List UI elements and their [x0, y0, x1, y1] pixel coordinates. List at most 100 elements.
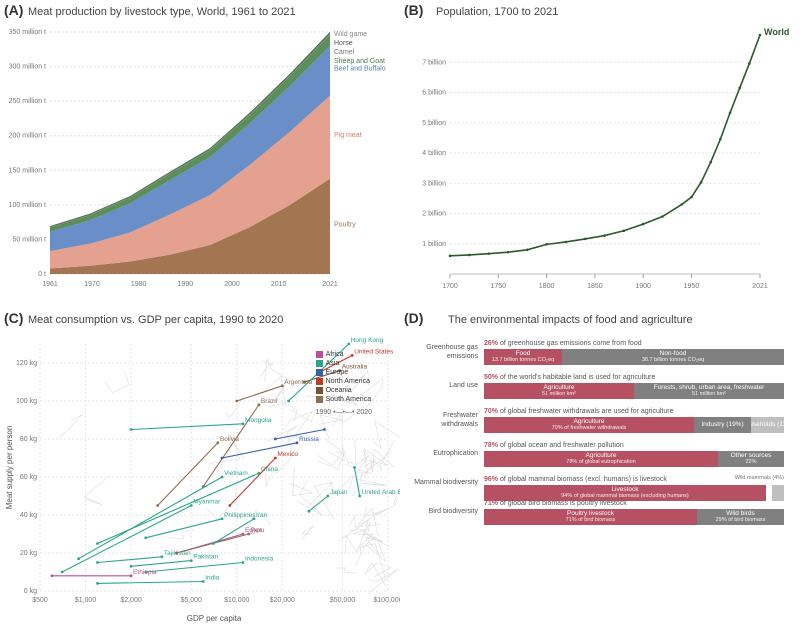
panel-d: (D) The environmental impacts of food an…: [400, 310, 800, 627]
impact-row: Land use50% of the world's habitable lan…: [408, 374, 784, 399]
svg-text:100 kg: 100 kg: [16, 398, 37, 405]
svg-text:4 billion: 4 billion: [422, 150, 446, 157]
bar-segment: Poultry livestock71% of bird biomass: [484, 509, 697, 525]
svg-text:80 kg: 80 kg: [20, 436, 37, 443]
svg-text:3 billion: 3 billion: [422, 180, 446, 187]
bar-segment: Non-food38.7 billion tonnes CO₂eq: [562, 349, 784, 365]
legend-item: Europe: [316, 368, 372, 377]
impact-bars: 78% of global ocean and freshwater pollu…: [484, 442, 784, 467]
svg-text:120 kg: 120 kg: [16, 360, 37, 367]
svg-text:Bolivia: Bolivia: [220, 436, 240, 443]
svg-text:Pig meat: Pig meat: [334, 132, 362, 139]
svg-text:1990: 1990: [178, 281, 194, 288]
svg-text:1700: 1700: [442, 283, 458, 290]
impact-category: Eutrophication: [408, 450, 484, 458]
svg-text:300 million t: 300 million t: [9, 64, 46, 71]
svg-text:350 million t: 350 million t: [9, 29, 46, 36]
panel-c: (C) Meat consumption vs. GDP per capita,…: [0, 310, 400, 627]
svg-text:100 million t: 100 million t: [9, 202, 46, 209]
svg-text:Ethiopia: Ethiopia: [133, 569, 157, 576]
svg-text:1 billion: 1 billion: [422, 241, 446, 248]
svg-text:GDP per capita: GDP per capita: [187, 614, 242, 623]
svg-text:Pakistan: Pakistan: [193, 554, 218, 561]
svg-text:1970: 1970: [84, 281, 100, 288]
svg-text:0 t: 0 t: [38, 271, 46, 278]
svg-text:$20,000: $20,000: [270, 597, 295, 604]
svg-text:United Arab Emirates: United Arab Emirates: [362, 489, 400, 496]
svg-text:Mongolia: Mongolia: [245, 417, 272, 424]
legend-item: Africa: [316, 350, 372, 359]
svg-text:1850: 1850: [587, 283, 603, 290]
bar-segment: Forests, shrub, urban area, freshwater51…: [634, 383, 784, 399]
impact-bar: Food13.7 billion tonnes CO₂eqNon-food38.…: [484, 349, 784, 365]
impact-row: Mammal biodiversity96% of global mammal …: [408, 476, 784, 491]
panel-a-chart: 0 t 50 million t 100 million t 150 million …: [0, 22, 400, 302]
svg-text:$500: $500: [32, 597, 48, 604]
svg-text:Myanmar: Myanmar: [193, 499, 221, 506]
svg-text:Wild game: Wild game: [334, 31, 367, 38]
svg-text:1961: 1961: [42, 281, 58, 288]
impact-caption: 26% of greenhouse gas emissions come fro…: [484, 340, 784, 347]
bar-segment: Agriculture51 million km²: [484, 383, 634, 399]
svg-text:$2,000: $2,000: [120, 597, 142, 604]
legend-item: Oceania: [316, 386, 372, 395]
svg-text:0 kg: 0 kg: [24, 588, 37, 595]
svg-text:2 billion: 2 billion: [422, 211, 446, 218]
svg-text:Iran: Iran: [256, 512, 268, 519]
svg-text:150 million t: 150 million t: [9, 167, 46, 174]
svg-text:6 billion: 6 billion: [422, 90, 446, 97]
panel-c-title: Meat consumption vs. GDP per capita, 199…: [28, 314, 283, 326]
impact-caption: 71% of global bird biomass is poultry li…: [484, 500, 784, 507]
impact-bar: Agriculture51 million km²Forests, shrub,…: [484, 383, 784, 399]
bar-segment: Other sources22%: [718, 451, 784, 467]
svg-text:World: World: [764, 27, 789, 37]
panel-a-label: (A): [4, 2, 23, 18]
svg-text:Poultry: Poultry: [334, 221, 356, 228]
svg-text:60 kg: 60 kg: [20, 474, 37, 481]
legend-item: North America: [316, 377, 372, 386]
impact-bar: Livestock94% of global mammal biomass (e…: [484, 485, 784, 501]
svg-text:Philippines: Philippines: [224, 512, 256, 519]
svg-text:1800: 1800: [539, 283, 555, 290]
svg-text:Indonesia: Indonesia: [245, 556, 274, 563]
panel-c-label: (C): [4, 310, 23, 326]
svg-text:Brazil: Brazil: [261, 398, 278, 405]
impact-caption: 78% of global ocean and freshwater pollu…: [484, 442, 784, 449]
bar-segment: Households (11%): [751, 417, 784, 433]
bar-segment: Agriculture70% of freshwater withdrawals: [484, 417, 694, 433]
svg-text:1750: 1750: [490, 283, 506, 290]
svg-text:2010: 2010: [271, 281, 287, 288]
svg-text:5 billion: 5 billion: [422, 120, 446, 127]
svg-text:1980: 1980: [131, 281, 147, 288]
svg-text:$10,000: $10,000: [224, 597, 249, 604]
svg-text:Japan: Japan: [330, 489, 348, 496]
impact-bars: 70% of global freshwater withdrawals are…: [484, 408, 784, 433]
svg-text:50 million t: 50 million t: [13, 236, 47, 243]
panel-c-legend: AfricaAsiaEuropeNorth AmericaOceaniaSout…: [316, 350, 372, 417]
bar-segment: [772, 485, 784, 501]
impact-row: Greenhouse gas emissions26% of greenhous…: [408, 340, 784, 365]
svg-text:Camel: Camel: [334, 49, 355, 56]
panel-b-title: Population, 1700 to 2021: [436, 6, 558, 18]
impact-category: Bird biodiversity: [408, 508, 484, 516]
impact-bar: Poultry livestock71% of bird biomassWild…: [484, 509, 784, 525]
bar-segment: Livestock94% of global mammal biomass (e…: [484, 485, 766, 501]
bar-segment: Wild birds29% of bird biomass: [697, 509, 784, 525]
svg-text:Argentina: Argentina: [284, 379, 312, 386]
bar-segment: Industry (19%): [694, 417, 751, 433]
impact-category: Mammal biodiversity: [408, 479, 484, 487]
impact-caption: 70% of global freshwater withdrawals are…: [484, 408, 784, 415]
figure-grid: (A) Meat production by livestock type, W…: [0, 0, 800, 627]
panel-a-title: Meat production by livestock type, World…: [28, 6, 296, 18]
impact-bars: 71% of global bird biomass is poultry li…: [484, 500, 784, 525]
panel-b: (B) Population, 1700 to 2021 1 billion2 …: [400, 0, 800, 300]
svg-text:Meat supply per person: Meat supply per person: [5, 426, 14, 510]
panel-d-bars: Greenhouse gas emissions26% of greenhous…: [408, 340, 784, 534]
svg-text:2021: 2021: [322, 281, 338, 288]
svg-text:$100,000: $100,000: [373, 597, 400, 604]
impact-category: Greenhouse gas emissions: [408, 344, 484, 360]
svg-text:$1,000: $1,000: [75, 597, 97, 604]
impact-row: Freshwater withdrawals70% of global fres…: [408, 408, 784, 433]
impact-category: Freshwater withdrawals: [408, 412, 484, 428]
svg-text:Mexico: Mexico: [277, 451, 298, 458]
